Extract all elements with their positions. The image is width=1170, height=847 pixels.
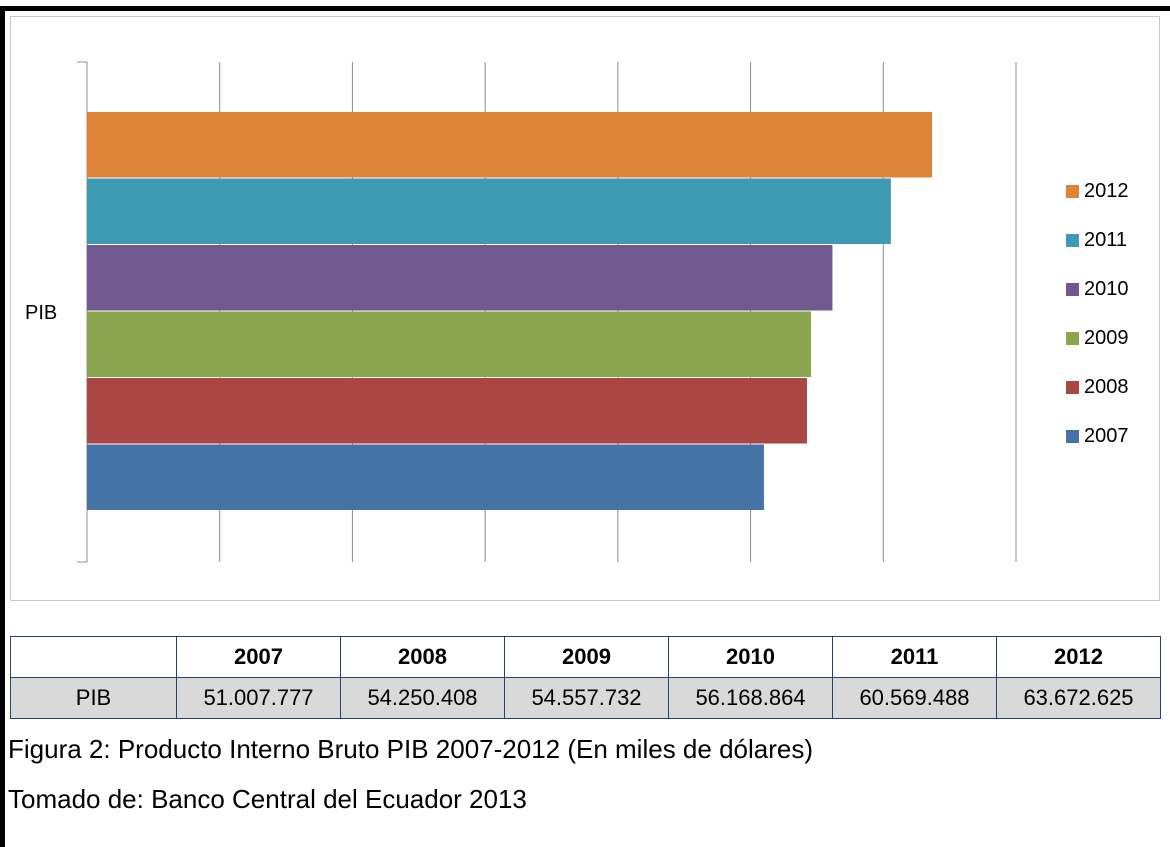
legend-item-2011: 2011 bbox=[1066, 216, 1166, 265]
bar-chart: PIB bbox=[25, 61, 1017, 563]
table-cell: 60.569.488 bbox=[832, 677, 997, 719]
legend-swatch bbox=[1066, 430, 1079, 443]
data-table: 2007 2008 2009 2010 2011 2012 PIB 51.007.777 54… bbox=[10, 636, 1161, 719]
legend-label: 2011 bbox=[1084, 229, 1128, 251]
table-cell: 63.672.625 bbox=[996, 677, 1161, 719]
legend-swatch bbox=[1066, 332, 1079, 345]
document-frame bbox=[0, 6, 1170, 847]
table-cell: 54.557.732 bbox=[504, 677, 669, 719]
legend-swatch bbox=[1066, 283, 1079, 296]
bar-2010 bbox=[87, 245, 833, 311]
legend-swatch bbox=[1066, 234, 1079, 247]
legend-label: 2009 bbox=[1084, 327, 1129, 349]
legend-swatch bbox=[1066, 381, 1079, 394]
chart-legend: 2012 2011 2010 2009 2008 2007 bbox=[1066, 167, 1166, 461]
legend-item-2008: 2008 bbox=[1066, 363, 1166, 412]
table-header-2011: 2011 bbox=[832, 636, 997, 678]
table-header-2009: 2009 bbox=[504, 636, 669, 678]
legend-item-2012: 2012 bbox=[1066, 167, 1166, 216]
table-row-label: PIB bbox=[10, 677, 177, 719]
legend-label: 2007 bbox=[1084, 425, 1129, 447]
figure-caption: Figura 2: Producto Interno Bruto PIB 200… bbox=[8, 734, 813, 764]
legend-label: 2008 bbox=[1084, 376, 1129, 398]
table-cell: 56.168.864 bbox=[668, 677, 833, 719]
table-row: PIB 51.007.777 54.250.408 54.557.732 56.168.… bbox=[10, 677, 1161, 719]
legend-item-2009: 2009 bbox=[1066, 314, 1166, 363]
legend-label: 2010 bbox=[1084, 278, 1129, 300]
chart-area: PIB 2012 2011 2010 2009 2008 2007 bbox=[10, 16, 1160, 601]
category-label: PIB bbox=[25, 302, 57, 324]
table-header-empty bbox=[10, 636, 177, 678]
table-cell: 54.250.408 bbox=[340, 677, 505, 719]
legend-swatch bbox=[1066, 185, 1079, 198]
table-cell: 51.007.777 bbox=[176, 677, 341, 719]
legend-label: 2012 bbox=[1084, 180, 1129, 202]
bar-2008 bbox=[87, 378, 807, 444]
bar-2007 bbox=[87, 444, 764, 510]
legend-item-2010: 2010 bbox=[1066, 265, 1166, 314]
table-header-2010: 2010 bbox=[668, 636, 833, 678]
bar-2011 bbox=[87, 178, 891, 244]
legend-item-2007: 2007 bbox=[1066, 412, 1166, 461]
bar-2009 bbox=[87, 311, 812, 377]
table-header-2007: 2007 bbox=[176, 636, 341, 678]
bar-2012 bbox=[87, 112, 933, 178]
table-header-2012: 2012 bbox=[996, 636, 1161, 678]
table-header-2008: 2008 bbox=[340, 636, 505, 678]
table-header-row: 2007 2008 2009 2010 2011 2012 bbox=[10, 636, 1161, 678]
source-caption: Tomado de: Banco Central del Ecuador 201… bbox=[8, 784, 527, 814]
